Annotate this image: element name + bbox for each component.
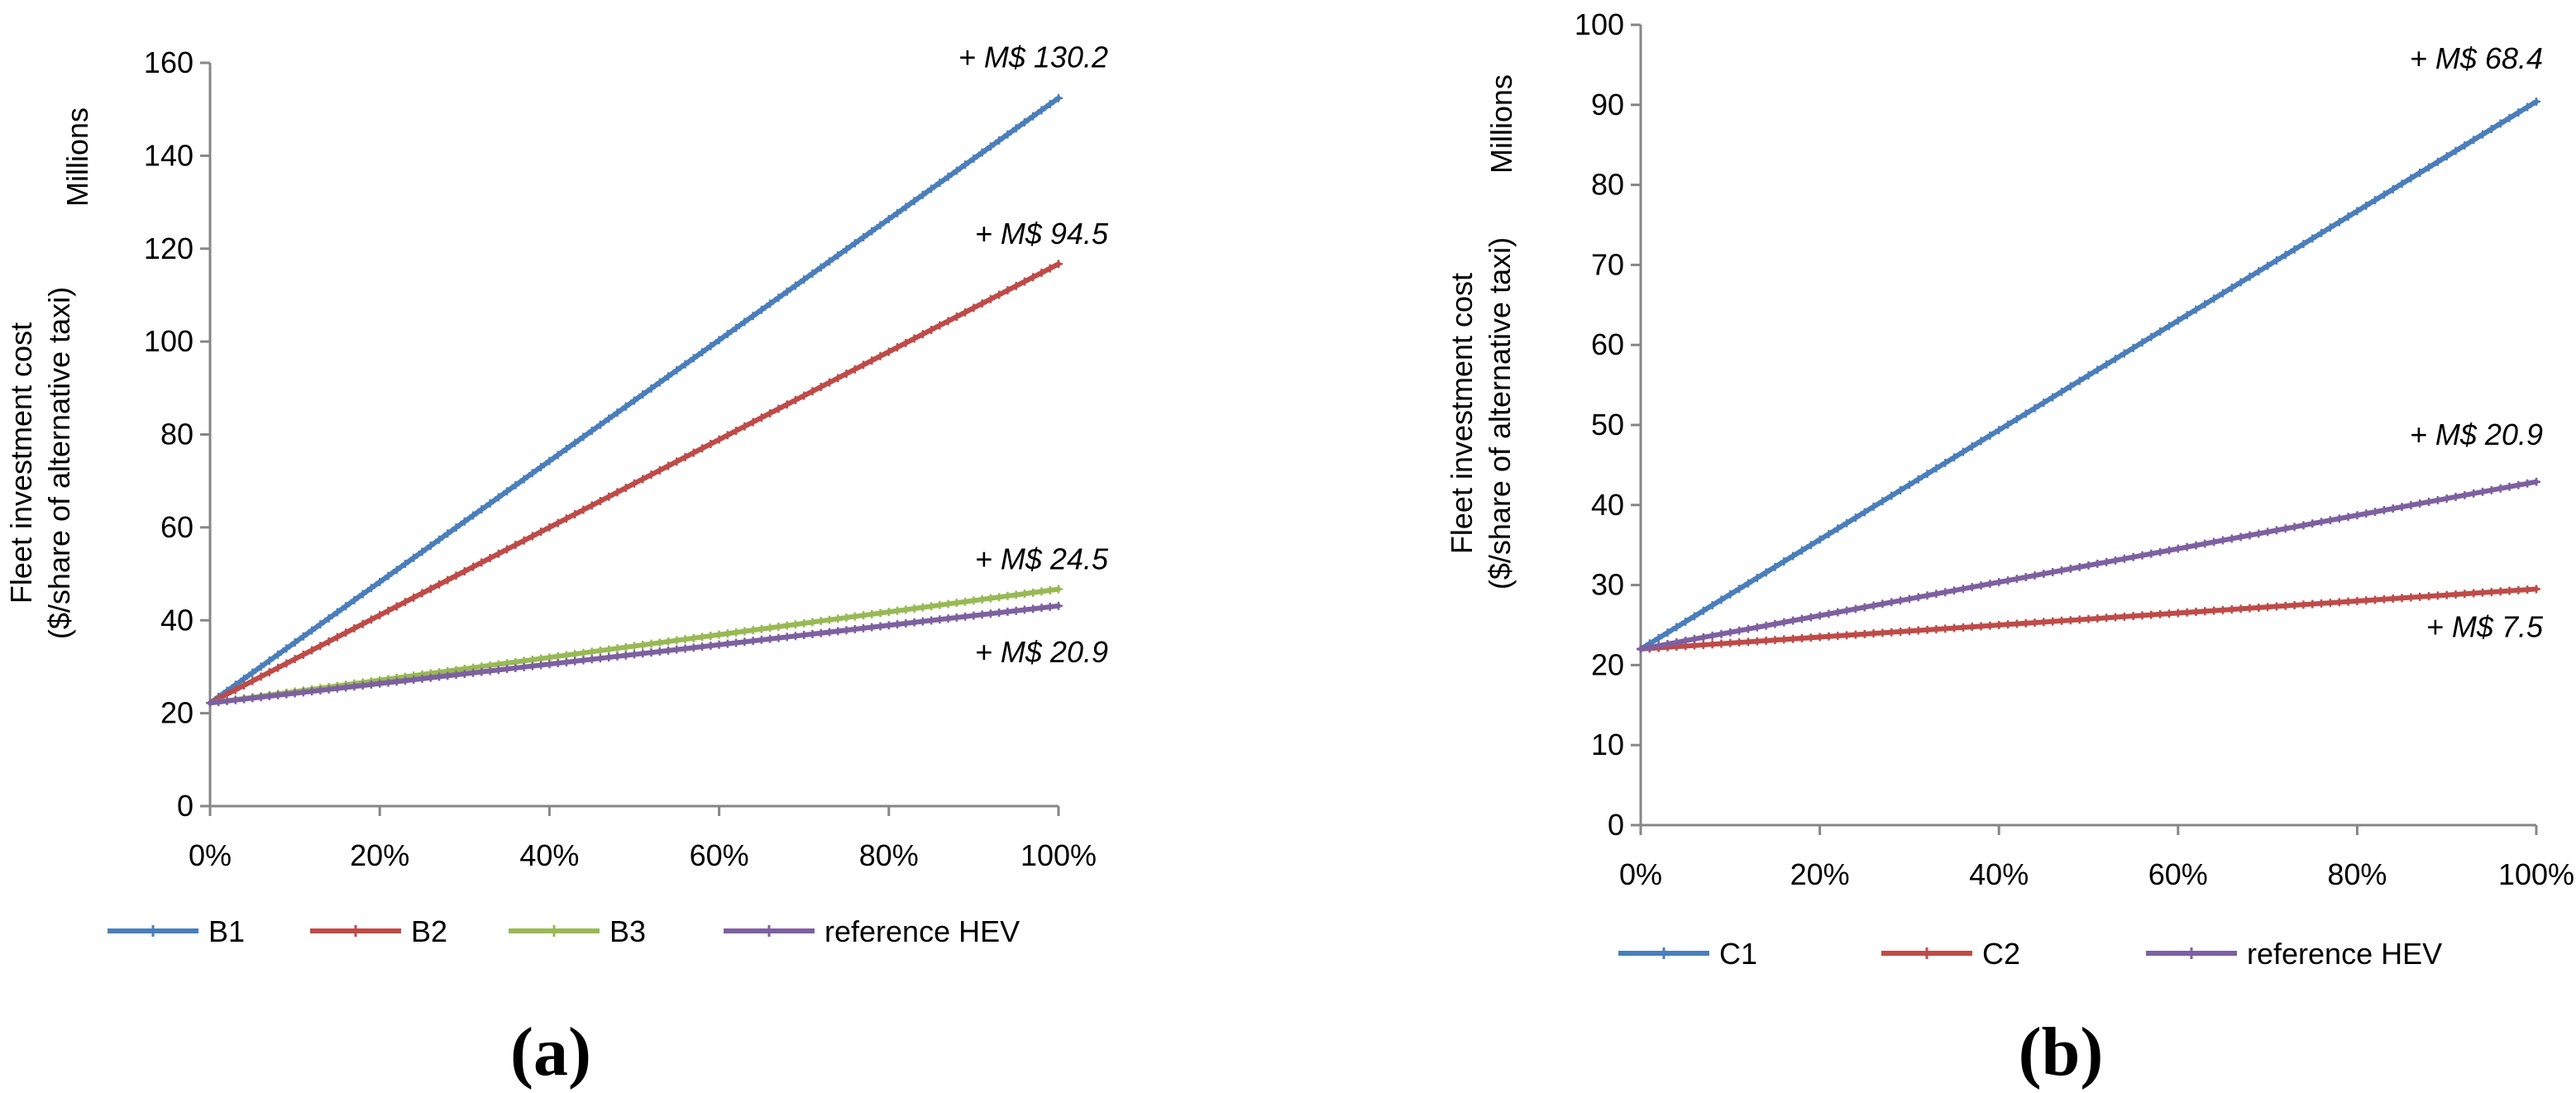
y-tick-label: 70 <box>1591 247 1624 281</box>
legend-marker <box>763 925 775 937</box>
y-tick-label: 10 <box>1591 728 1624 761</box>
legend: B1 B2 B3 reference HEV <box>108 914 1020 948</box>
x-tick-label: 20% <box>1790 857 1850 891</box>
legend-label: B3 <box>609 914 646 948</box>
y-tick-label: 60 <box>1591 327 1624 361</box>
legend-label: C1 <box>1719 937 1757 971</box>
y-axis-title-line2: ($/share of alternative taxi) <box>42 287 76 639</box>
annotation-label: + M$ 68.4 <box>2410 41 2543 75</box>
chart-panel-b: 0 10 20 30 40 50 60 70 80 90 100 0% 20% 40% 60% 80% 100%… <box>1445 7 2574 1091</box>
x-tick-label: 0% <box>1619 857 1662 891</box>
annotation-label: + M$ 24.5 <box>975 542 1109 575</box>
y-tick-label: 20 <box>160 696 194 730</box>
legend-marker <box>1658 947 1670 959</box>
y-tick-label: 160 <box>144 45 194 79</box>
y-axis-title-line2: ($/share of alternative taxi) <box>1483 237 1517 589</box>
series-reference-hev <box>1637 477 2540 654</box>
y-tick-label: 80 <box>160 418 194 451</box>
panel-label: (a) <box>510 1014 591 1091</box>
x-tick-label: 60% <box>690 838 749 872</box>
series-markers <box>206 601 1063 708</box>
y-tick-label: 140 <box>144 138 194 172</box>
annotation-label: + M$ 94.5 <box>975 217 1109 251</box>
chart-panel-a: 0 20 40 60 80 100 120 140 160 0% 20% 40% 60% 80% 100% M… <box>4 41 1109 1091</box>
legend-label: B2 <box>411 914 447 948</box>
series-markers <box>1637 585 2540 654</box>
x-tick-label: 20% <box>350 838 409 872</box>
x-tick-label: 100% <box>2498 857 2574 891</box>
series-b2 <box>206 260 1063 708</box>
series-markers <box>1637 477 2540 654</box>
y-tick-label: 40 <box>1591 488 1624 522</box>
series-c2 <box>1637 585 2540 654</box>
y-tick-label: 60 <box>160 510 194 544</box>
legend-label: reference HEV <box>2247 937 2442 971</box>
panel-label: (b) <box>2019 1014 2104 1091</box>
annotation-label: + M$ 130.2 <box>958 41 1108 74</box>
x-tick-label: 40% <box>1969 857 2029 891</box>
legend-item: B2 <box>310 914 447 948</box>
y-tick-label: 120 <box>144 231 194 265</box>
y-tick-label: 0 <box>177 789 194 823</box>
legend-marker <box>1921 947 1933 959</box>
x-tick-label: 80% <box>859 838 919 872</box>
legend: C1 C2 reference HEV <box>1618 937 2442 971</box>
y-tick-label: 40 <box>160 603 194 637</box>
legend-item: C2 <box>1881 937 2020 971</box>
annotation-label: + M$ 20.9 <box>2410 418 2543 451</box>
legend-label: reference HEV <box>824 914 1020 948</box>
y-tick-label: 100 <box>144 324 194 358</box>
y-axis-title-line1: Fleet investment cost <box>4 322 38 604</box>
legend-label: C2 <box>1982 937 2020 971</box>
y-tick-label: 30 <box>1591 568 1624 602</box>
legend-item: B1 <box>108 914 245 948</box>
series-reference-hev <box>206 601 1063 708</box>
y-axis-title-line1: Fleet investment cost <box>1445 273 1479 554</box>
annotation-label: + M$ 7.5 <box>2426 610 2544 644</box>
series-b1 <box>206 93 1063 708</box>
x-tick-label: 40% <box>519 838 579 872</box>
units-label: Millions <box>1484 74 1518 174</box>
annotation-label: + M$ 20.9 <box>975 635 1108 669</box>
legend-item: reference HEV <box>2146 937 2442 971</box>
x-tick-label: 80% <box>2327 857 2387 891</box>
x-tick-label: 100% <box>1020 838 1097 872</box>
legend-marker <box>147 925 159 937</box>
y-tick-label: 20 <box>1591 647 1624 681</box>
legend-item: B3 <box>509 914 646 948</box>
y-tick-label: 90 <box>1591 88 1624 122</box>
legend-marker <box>2186 947 2197 959</box>
y-tick-label: 0 <box>1608 808 1624 842</box>
legend-item: reference HEV <box>724 914 1020 948</box>
x-tick-label: 60% <box>2148 857 2208 891</box>
legend-marker <box>548 925 560 937</box>
legend-item: C1 <box>1618 937 1757 971</box>
y-tick-label: 80 <box>1591 168 1624 202</box>
units-label: Millions <box>60 107 94 207</box>
legend-marker <box>350 925 361 937</box>
x-tick-label: 0% <box>189 838 232 872</box>
y-tick-label: 50 <box>1591 408 1624 441</box>
y-tick-label: 100 <box>1575 7 1624 41</box>
series-c1 <box>1637 97 2540 654</box>
legend-label: B1 <box>208 914 245 948</box>
